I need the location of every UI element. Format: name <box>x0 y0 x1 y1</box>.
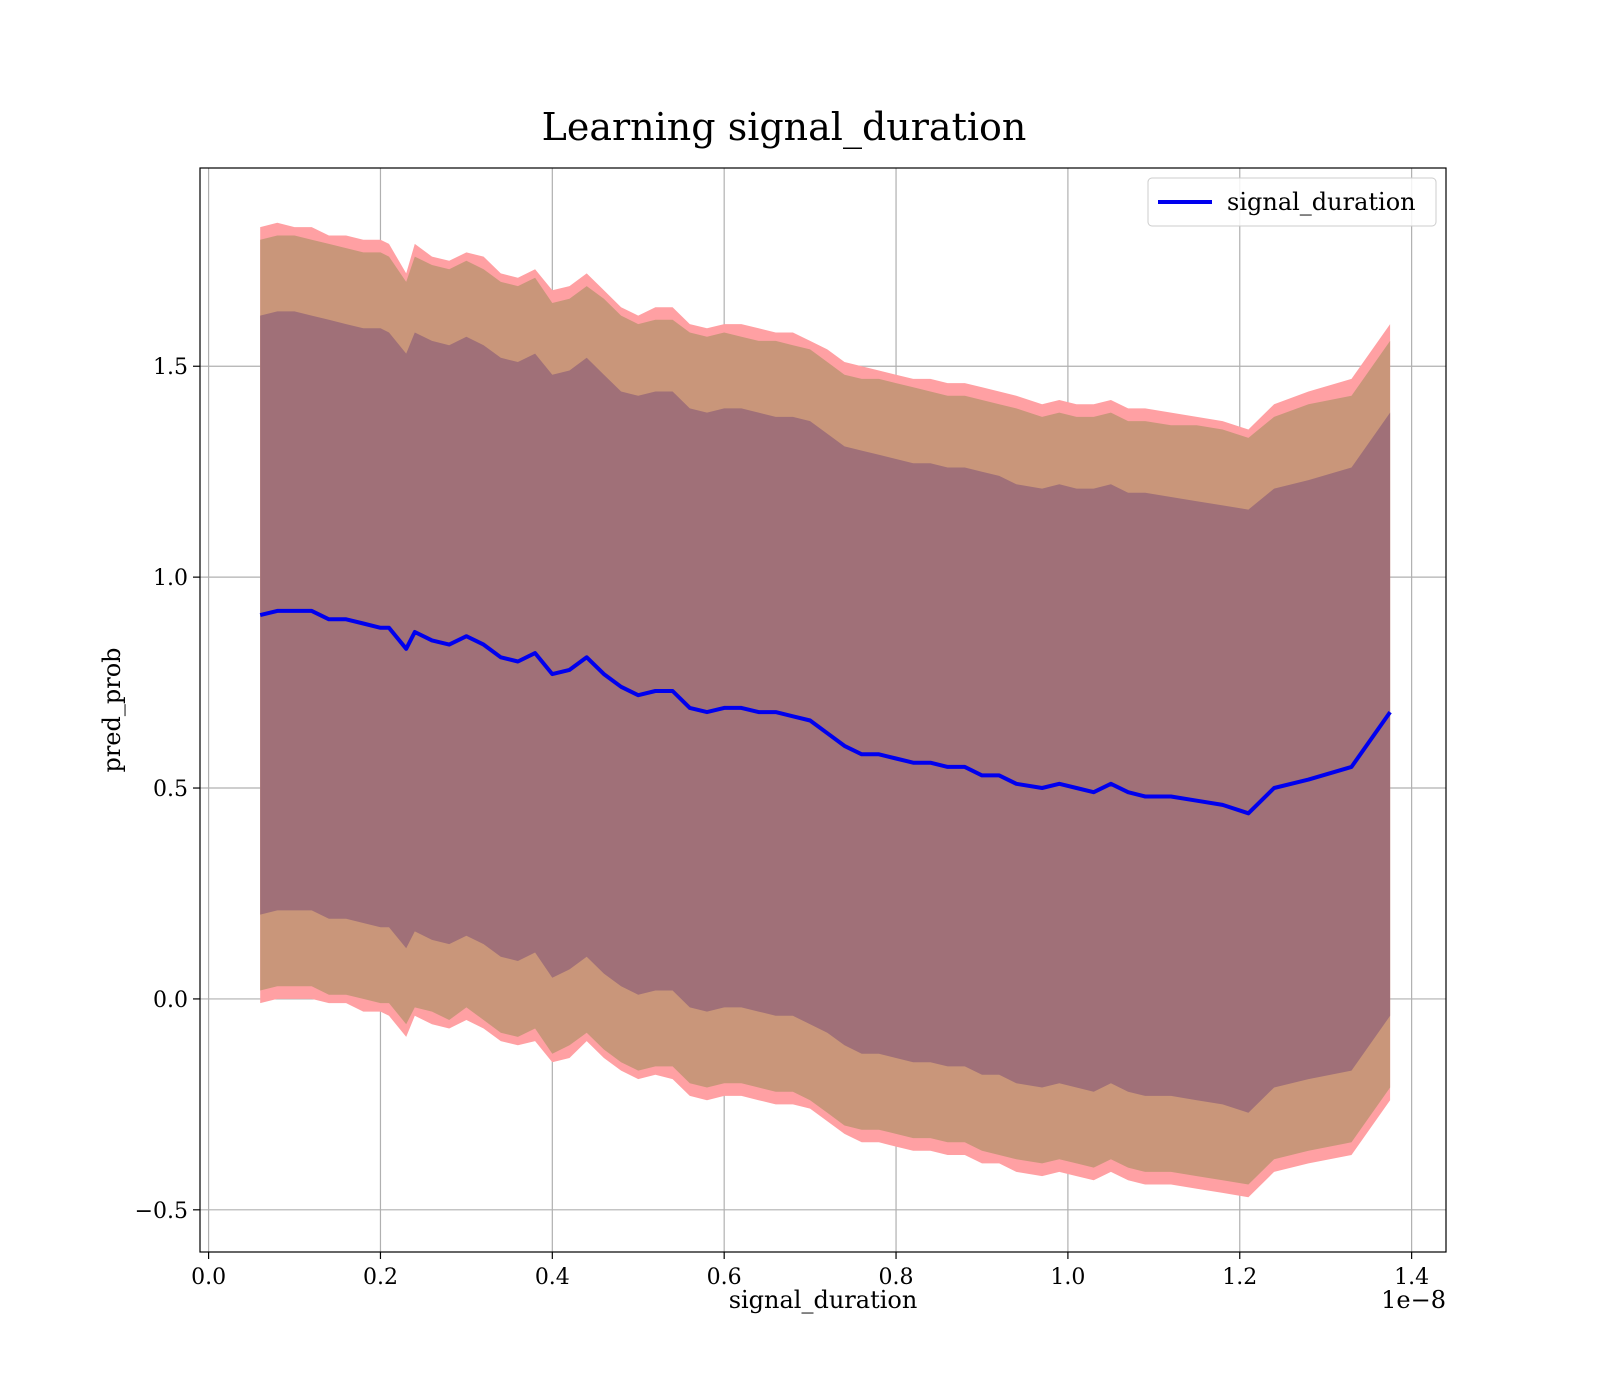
x-axis-label: signal_duration <box>729 1286 918 1314</box>
series-line <box>259 608 1392 816</box>
y-tick-label: 1.0 <box>153 566 188 591</box>
legend-label: signal_duration <box>1227 188 1416 216</box>
y-tick-label: 0.5 <box>153 777 188 802</box>
x-tick-label: 1.2 <box>1222 1265 1257 1290</box>
x-tick-label: 0.4 <box>535 1265 570 1290</box>
y-tick-label: 1.5 <box>153 355 188 380</box>
y-tick-label: 0.0 <box>153 988 188 1013</box>
legend: signal_duration <box>1147 177 1437 227</box>
x-tick-label: 1.4 <box>1394 1265 1429 1290</box>
x-tick-label: 0.8 <box>879 1265 914 1290</box>
plot-area-frame <box>199 167 1447 1253</box>
y-axis-label: pred_prob <box>98 647 126 772</box>
x-tick-label: 0.0 <box>191 1265 226 1290</box>
y-axis-ticks: −0.5 0.0 0.5 1.0 1.5 <box>135 355 200 1224</box>
x-axis-ticks: 0.0 0.2 0.4 0.6 0.8 1.0 1.2 1.4 <box>191 1252 1429 1290</box>
x-axis-offset-text: 1e−8 <box>1381 1286 1446 1314</box>
chart-title: Learning signal_duration <box>542 105 1027 150</box>
legend-box <box>1147 177 1437 227</box>
confidence-bands <box>260 222 1391 1198</box>
y-tick-label: −0.5 <box>135 1199 188 1224</box>
data-lines <box>259 608 1392 816</box>
band-inner <box>260 311 1391 1113</box>
x-tick-label: 0.6 <box>707 1265 742 1290</box>
x-tick-label: 1.0 <box>1050 1265 1085 1290</box>
x-tick-label: 0.2 <box>363 1265 398 1290</box>
